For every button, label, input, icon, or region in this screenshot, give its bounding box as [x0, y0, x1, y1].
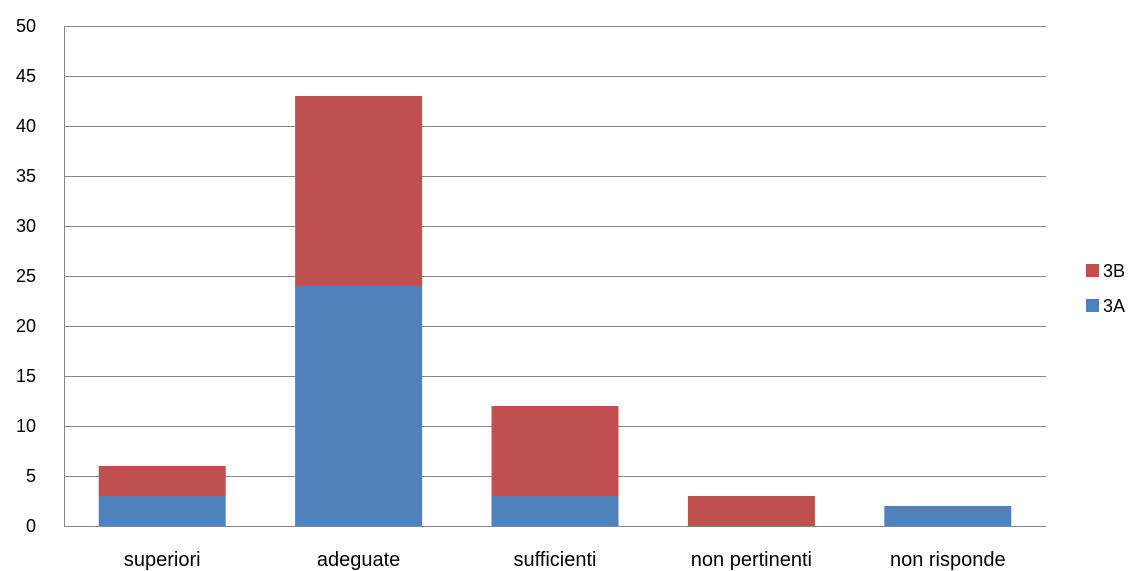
- x-category-label-superiori: superiori: [124, 549, 201, 571]
- legend-swatch-3A: [1086, 299, 1099, 312]
- x-category-label-sufficienti: sufficienti: [513, 549, 596, 571]
- y-tick-label-5: 5: [26, 466, 36, 486]
- legend-label-3B: 3B: [1103, 261, 1125, 281]
- legend: 3B 3A: [1086, 261, 1125, 316]
- y-tick-label-40: 40: [16, 116, 36, 136]
- y-axis-tick-labels: 0 5 10 15 20 25 30 35 40 45 50: [16, 16, 36, 536]
- y-tick-label-15: 15: [16, 366, 36, 386]
- y-tick-label-0: 0: [26, 516, 36, 536]
- x-axis-category-labels: superiori adeguate sufficienti non pertinen…: [124, 549, 1006, 571]
- y-tick-label-25: 25: [16, 266, 36, 286]
- y-tick-label-20: 20: [16, 316, 36, 336]
- bar-3B-sufficienti: [491, 406, 619, 496]
- bar-3A-superiori: [98, 496, 226, 526]
- x-category-label-adeguate: adeguate: [317, 549, 400, 571]
- bar-3B-adeguate: [295, 96, 423, 286]
- bar-3A-non-risponde: [884, 506, 1012, 526]
- y-tick-label-10: 10: [16, 416, 36, 436]
- bars: [98, 96, 1012, 526]
- y-tick-label-45: 45: [16, 66, 36, 86]
- y-tick-label-30: 30: [16, 216, 36, 236]
- gridlines: [64, 26, 1046, 477]
- y-tick-label-35: 35: [16, 166, 36, 186]
- bar-3A-sufficienti: [491, 496, 619, 526]
- y-tick-label-50: 50: [16, 16, 36, 36]
- bar-3B-superiori: [98, 466, 226, 496]
- legend-label-3A: 3A: [1103, 296, 1125, 316]
- bar-3B-non-pertinenti: [687, 496, 815, 526]
- legend-swatch-3B: [1086, 264, 1099, 277]
- x-category-label-non-risponde: non risponde: [890, 549, 1006, 571]
- bar-3A-adeguate: [295, 286, 423, 526]
- x-category-label-non-pertinenti: non pertinenti: [691, 549, 812, 571]
